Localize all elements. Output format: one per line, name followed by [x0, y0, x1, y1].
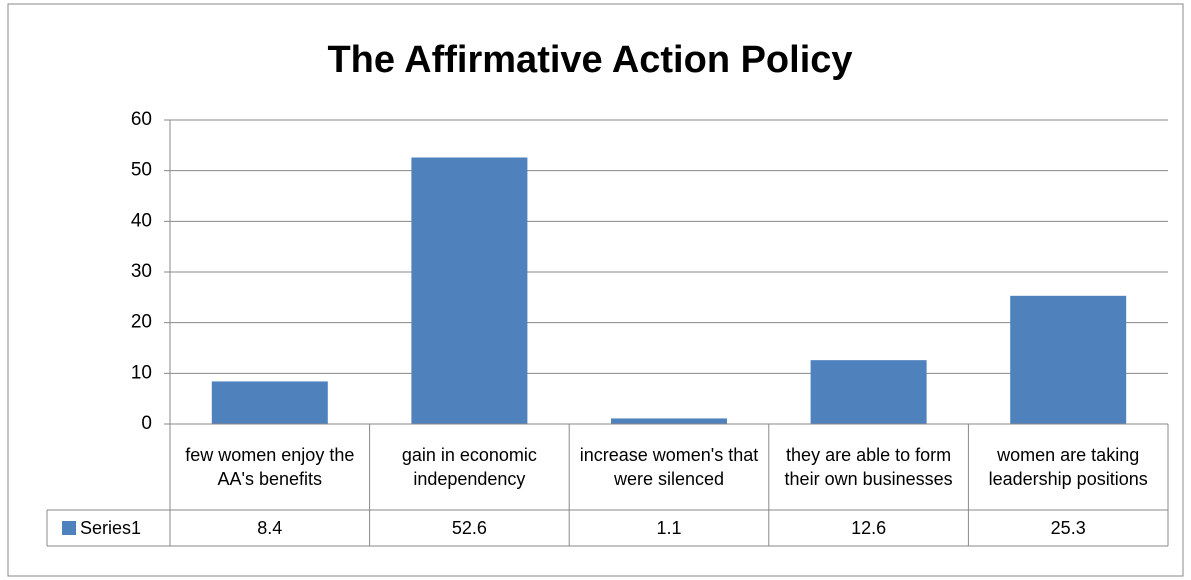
y-tick-label: 60 [131, 109, 152, 130]
y-tick-label: 0 [141, 413, 152, 434]
y-tick-label: 40 [131, 210, 152, 231]
legend-label: Series1 [80, 518, 141, 538]
table-value: 12.6 [851, 518, 886, 538]
legend-key [62, 521, 76, 535]
table-value: 52.6 [452, 518, 487, 538]
x-category-label: increase women's that were silenced [579, 444, 759, 489]
bar [411, 157, 528, 424]
x-category-label: women are taking leadership positions [988, 444, 1148, 489]
bar [211, 381, 328, 424]
y-tick-label: 10 [131, 362, 152, 383]
table-value: 25.3 [1051, 518, 1086, 538]
table-value: 1.1 [656, 518, 681, 538]
bar [611, 418, 727, 424]
x-category-label: they are able to form their own business… [784, 444, 953, 489]
x-category-label: gain in economic independency [401, 444, 537, 489]
chart-border [7, 3, 1184, 577]
bar [810, 360, 927, 424]
y-tick-label: 30 [131, 261, 152, 282]
y-tick-label: 50 [131, 160, 152, 181]
table-value: 8.4 [257, 518, 282, 538]
y-tick-label: 20 [131, 312, 152, 333]
chart-title: The Affirmative Action Policy [327, 39, 852, 81]
bar [1010, 295, 1127, 424]
x-category-label: few women enjoy the AA's benefits [185, 444, 355, 489]
